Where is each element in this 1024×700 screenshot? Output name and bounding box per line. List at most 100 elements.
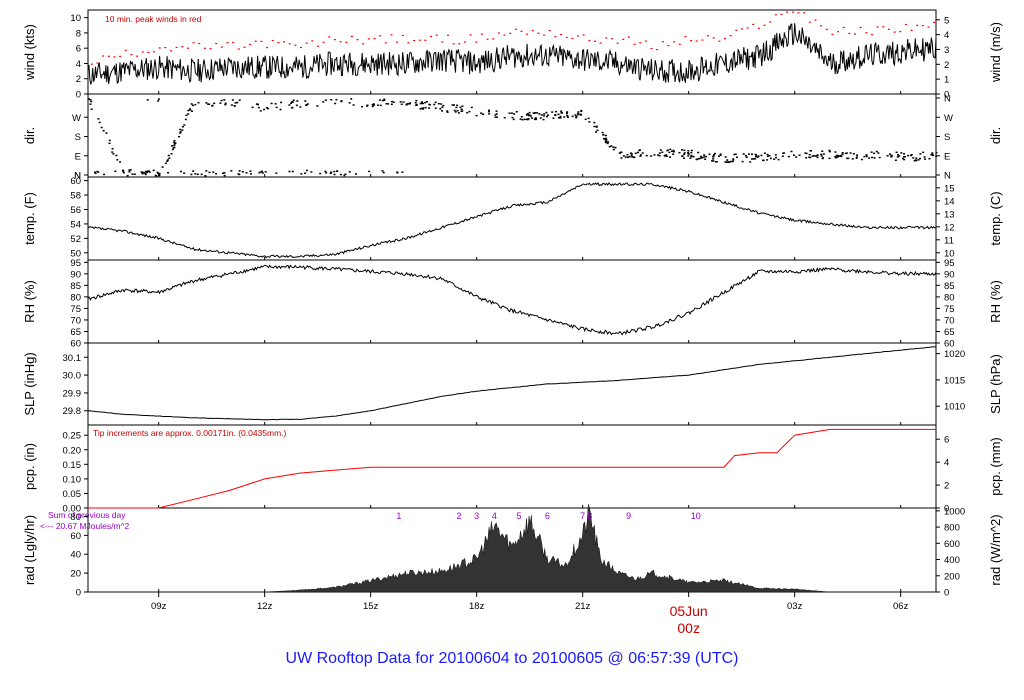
time-tick-label: 12z bbox=[257, 601, 273, 612]
direction-point bbox=[350, 98, 353, 100]
right-axis-label-slp: SLP (hPa) bbox=[988, 354, 1003, 414]
humidity-series bbox=[87, 264, 937, 336]
direction-point bbox=[96, 170, 99, 173]
direction-point bbox=[460, 108, 463, 111]
direction-point bbox=[816, 154, 819, 157]
left-tick-label-wind: 2 bbox=[76, 74, 81, 85]
left-tick-label-temp: 56 bbox=[70, 205, 81, 216]
direction-point bbox=[534, 118, 537, 120]
direction-point bbox=[515, 111, 518, 113]
direction-point bbox=[690, 154, 693, 157]
left-tick-label-rh: 60 bbox=[70, 339, 81, 350]
direction-point bbox=[763, 152, 766, 154]
direction-point bbox=[900, 152, 903, 154]
peak-wind-mark bbox=[328, 36, 331, 38]
peak-wind-mark bbox=[362, 43, 365, 45]
direction-point bbox=[354, 173, 357, 175]
right-tick-label-rh: 75 bbox=[944, 304, 955, 315]
direction-point bbox=[146, 170, 149, 172]
direction-point bbox=[896, 156, 899, 158]
direction-point bbox=[180, 170, 183, 173]
left-tick-label-pcp: 0.10 bbox=[63, 474, 82, 485]
direction-point bbox=[668, 151, 671, 154]
peak-wind-mark bbox=[288, 43, 291, 45]
direction-point bbox=[322, 101, 325, 103]
direction-point bbox=[221, 172, 224, 174]
direction-point bbox=[630, 154, 633, 157]
direction-point bbox=[557, 117, 560, 119]
direction-point bbox=[98, 121, 101, 124]
direction-point bbox=[813, 155, 816, 157]
peak-wind-mark bbox=[492, 38, 495, 40]
direction-point bbox=[220, 99, 223, 102]
direction-point bbox=[401, 171, 404, 173]
peak-wind-mark bbox=[514, 28, 517, 30]
direction-point bbox=[376, 104, 379, 106]
peak-wind-mark bbox=[610, 38, 613, 40]
peak-wind-mark bbox=[876, 26, 879, 28]
direction-point bbox=[181, 125, 184, 128]
peak-wind-mark bbox=[503, 34, 506, 36]
right-tick-label-temp: 10 bbox=[944, 248, 955, 259]
direction-point bbox=[712, 156, 715, 158]
direction-point bbox=[665, 155, 668, 158]
direction-point bbox=[211, 104, 214, 107]
direction-point bbox=[306, 169, 309, 172]
direction-point bbox=[208, 103, 211, 105]
direction-point bbox=[372, 104, 375, 106]
direction-point bbox=[622, 155, 625, 157]
direction-point bbox=[348, 171, 351, 173]
sounding-marker: 9 bbox=[626, 511, 631, 521]
peak-wind-mark bbox=[927, 26, 930, 28]
direction-point bbox=[425, 100, 428, 103]
right-tick-label-rh: 60 bbox=[944, 339, 955, 350]
peak-wind-mark bbox=[622, 38, 625, 40]
direction-point bbox=[557, 113, 560, 116]
peak-wind-mark bbox=[316, 45, 319, 47]
direction-point bbox=[595, 126, 598, 128]
direction-point bbox=[636, 151, 639, 154]
direction-point bbox=[442, 104, 445, 107]
direction-point bbox=[466, 111, 469, 114]
direction-point bbox=[119, 161, 122, 163]
peak-wind-mark bbox=[384, 42, 387, 44]
direction-point bbox=[245, 172, 248, 174]
direction-point bbox=[687, 151, 690, 154]
direction-point bbox=[468, 110, 471, 113]
sounding-marker: 4 bbox=[492, 511, 497, 521]
direction-point bbox=[419, 108, 422, 110]
peak-wind-mark bbox=[791, 11, 794, 13]
direction-point bbox=[231, 99, 234, 101]
direction-point bbox=[249, 170, 252, 172]
direction-point bbox=[798, 154, 801, 157]
direction-point bbox=[179, 132, 182, 134]
direction-point bbox=[566, 111, 569, 113]
direction-point bbox=[168, 157, 171, 159]
direction-point bbox=[724, 156, 727, 158]
direction-point bbox=[726, 161, 729, 163]
right-tick-label-slp: 1010 bbox=[944, 402, 965, 413]
time-tick-label: 15z bbox=[363, 601, 379, 612]
peak-wind-mark bbox=[554, 36, 557, 38]
left-tick-label-dir: S bbox=[75, 132, 81, 143]
direction-point bbox=[223, 99, 226, 101]
direction-point bbox=[530, 117, 533, 119]
peak-wind-mark bbox=[237, 48, 240, 50]
direction-point bbox=[381, 170, 384, 172]
direction-point bbox=[402, 101, 405, 103]
direction-point bbox=[870, 151, 873, 153]
peak-wind-mark bbox=[921, 24, 924, 27]
direction-point bbox=[406, 103, 409, 105]
left-tick-label-rh: 85 bbox=[70, 281, 81, 292]
peak-wind-mark bbox=[243, 46, 246, 48]
sounding-marker: 5 bbox=[517, 511, 522, 521]
direction-point bbox=[809, 150, 812, 152]
direction-point bbox=[194, 103, 197, 106]
direction-point bbox=[261, 172, 264, 174]
direction-point bbox=[705, 155, 708, 158]
direction-point bbox=[422, 108, 425, 110]
left-tick-label-temp: 52 bbox=[70, 234, 81, 245]
direction-point bbox=[146, 99, 149, 101]
direction-point bbox=[141, 173, 144, 175]
direction-point bbox=[194, 173, 197, 175]
